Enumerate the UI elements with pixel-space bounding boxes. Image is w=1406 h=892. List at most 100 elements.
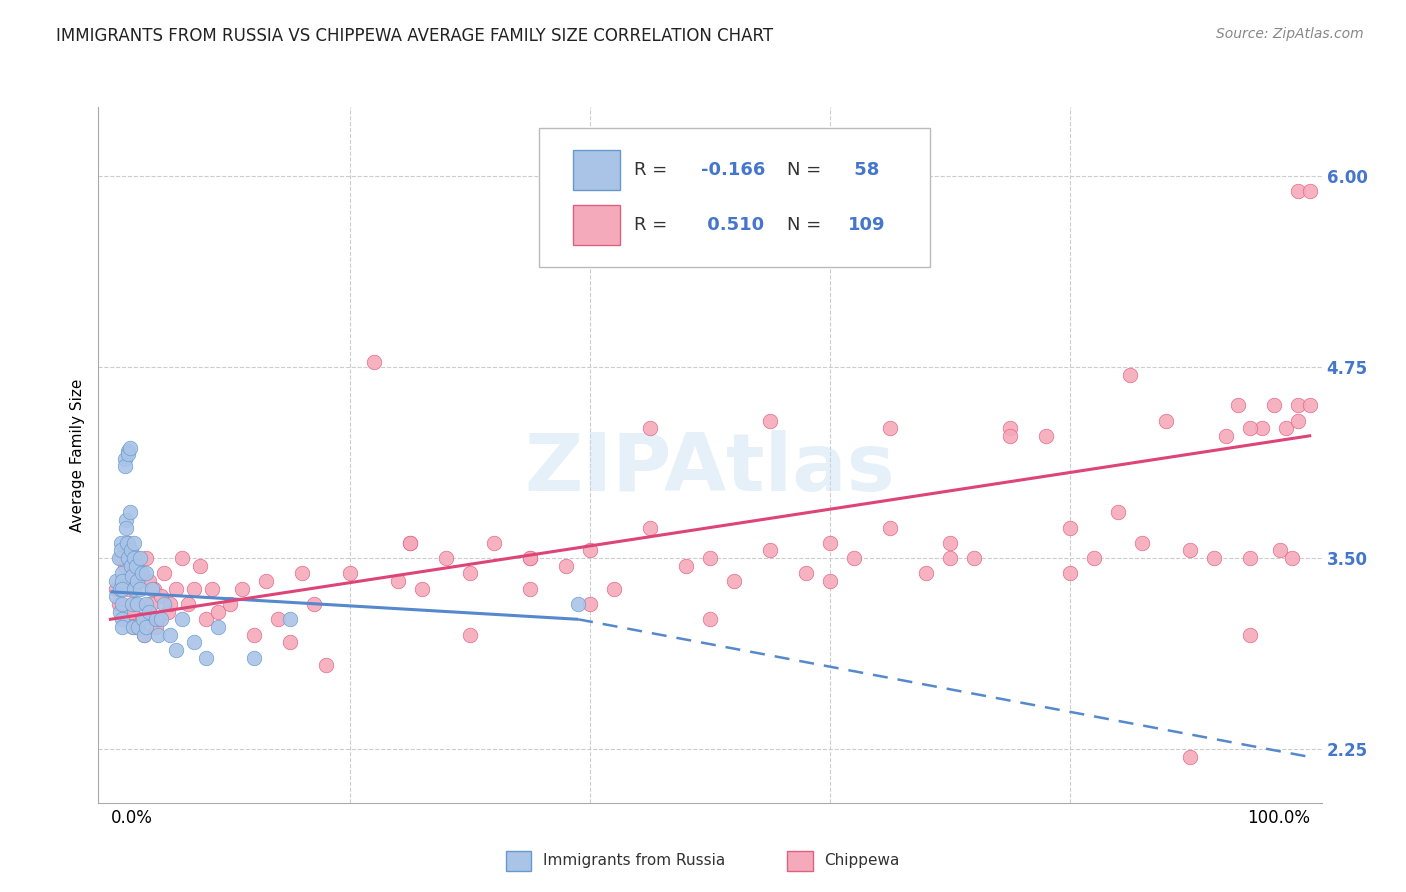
Point	[156, 605, 179, 619]
Point	[519, 582, 541, 596]
Point	[145, 612, 167, 626]
Point	[231, 582, 253, 596]
Point	[121, 605, 143, 619]
Point	[458, 566, 481, 581]
Point	[145, 620, 167, 634]
Text: 58: 58	[848, 161, 880, 179]
Point	[399, 536, 422, 550]
Point	[482, 536, 505, 550]
Point	[117, 444, 139, 458]
Point	[1286, 398, 1309, 412]
Point	[1268, 543, 1291, 558]
Point	[579, 543, 602, 558]
Text: N =: N =	[787, 216, 827, 234]
Point	[818, 536, 841, 550]
Point	[115, 513, 138, 527]
Point	[879, 520, 901, 534]
Text: R =: R =	[634, 161, 673, 179]
Point	[1298, 184, 1320, 198]
Point	[201, 582, 224, 596]
Point	[579, 597, 602, 611]
Point	[915, 566, 938, 581]
Text: -0.166: -0.166	[702, 161, 766, 179]
Point	[759, 413, 782, 427]
Point	[399, 536, 422, 550]
Text: Source: ZipAtlas.com: Source: ZipAtlas.com	[1216, 27, 1364, 41]
Point	[794, 566, 817, 581]
Point	[638, 421, 661, 435]
Point	[135, 551, 157, 566]
Point	[105, 590, 128, 604]
Point	[699, 612, 721, 626]
Point	[1202, 551, 1225, 566]
Point	[291, 566, 314, 581]
Point	[127, 620, 149, 634]
Point	[118, 543, 141, 558]
Point	[183, 582, 205, 596]
Point	[111, 574, 134, 588]
Point	[114, 451, 136, 466]
Point	[603, 582, 626, 596]
Point	[699, 551, 721, 566]
Point	[243, 627, 266, 641]
Point	[111, 566, 134, 581]
Point	[339, 566, 361, 581]
Text: 109: 109	[848, 216, 886, 234]
Point	[153, 597, 176, 611]
Text: Chippewa: Chippewa	[824, 854, 900, 868]
Point	[1239, 627, 1261, 641]
Point	[117, 582, 139, 596]
Point	[111, 574, 134, 588]
Point	[149, 612, 172, 626]
Point	[159, 597, 181, 611]
Point	[1107, 505, 1129, 519]
Point	[963, 551, 986, 566]
Point	[149, 590, 172, 604]
Point	[387, 574, 409, 588]
Point	[1286, 184, 1309, 198]
Point	[1274, 421, 1296, 435]
Point	[138, 605, 160, 619]
Point	[148, 612, 170, 626]
Point	[108, 551, 131, 566]
Point	[114, 558, 136, 573]
Point	[1035, 429, 1057, 443]
Text: IMMIGRANTS FROM RUSSIA VS CHIPPEWA AVERAGE FAMILY SIZE CORRELATION CHART: IMMIGRANTS FROM RUSSIA VS CHIPPEWA AVERA…	[56, 27, 773, 45]
Point	[138, 574, 160, 588]
Point	[153, 566, 176, 581]
Point	[110, 543, 132, 558]
Point	[125, 574, 148, 588]
Point	[110, 536, 132, 550]
Text: ZIPAtlas: ZIPAtlas	[524, 430, 896, 508]
Point	[278, 612, 301, 626]
Point	[128, 574, 150, 588]
Point	[315, 658, 337, 673]
Point	[723, 574, 745, 588]
Point	[219, 597, 242, 611]
Point	[1239, 551, 1261, 566]
Point	[108, 582, 131, 596]
Point	[124, 551, 146, 566]
Point	[105, 574, 128, 588]
Point	[159, 627, 181, 641]
Point	[117, 536, 139, 550]
Point	[111, 582, 134, 596]
Point	[195, 650, 218, 665]
Point	[207, 620, 229, 634]
Text: 0.510: 0.510	[702, 216, 765, 234]
Text: 100.0%: 100.0%	[1247, 809, 1309, 827]
Point	[998, 429, 1021, 443]
Point	[1178, 750, 1201, 764]
Point	[120, 566, 142, 581]
Point	[131, 566, 153, 581]
Point	[120, 543, 142, 558]
Point	[124, 536, 146, 550]
Point	[1263, 398, 1285, 412]
Point	[939, 551, 962, 566]
Point	[115, 536, 138, 550]
Point	[125, 597, 148, 611]
Point	[1286, 413, 1309, 427]
Point	[124, 597, 146, 611]
Point	[188, 558, 212, 573]
Point	[172, 612, 194, 626]
